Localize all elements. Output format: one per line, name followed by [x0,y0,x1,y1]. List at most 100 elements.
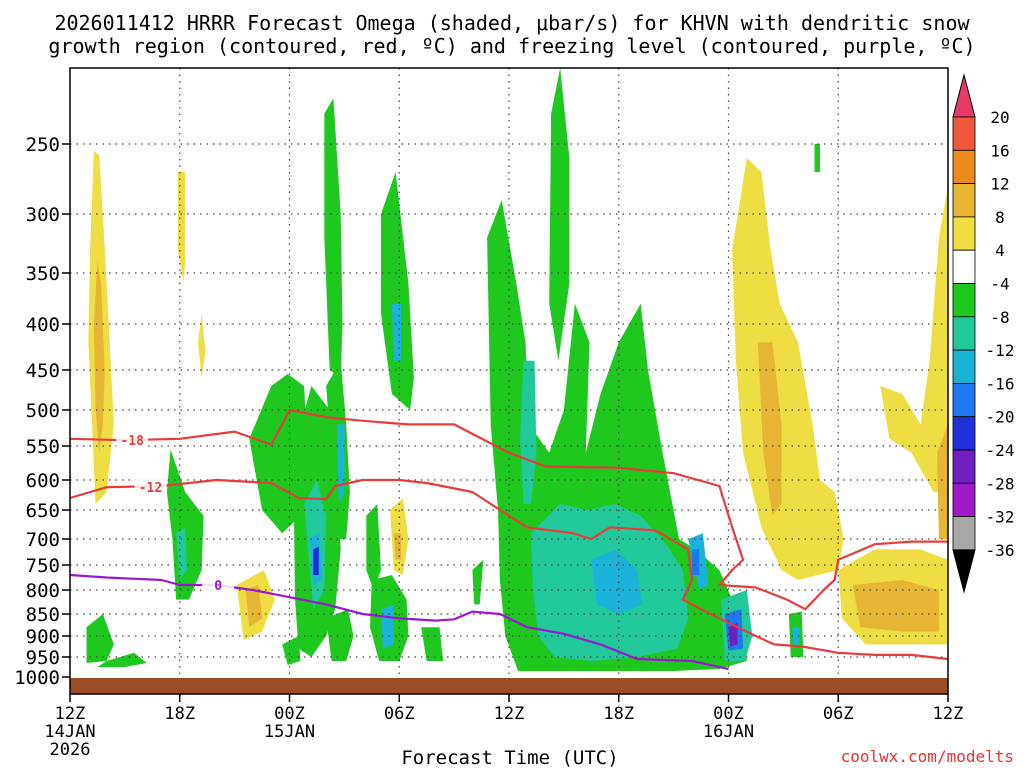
omega-region [176,527,188,580]
colorbar-bin [952,516,976,551]
dgz-minus12-label-bg [134,479,167,496]
omega-region [97,652,147,667]
y-tick-label: 350 [26,263,60,285]
omega-region [520,360,537,504]
x-tick-label: 00Z [274,704,305,724]
contour-lines: -18 -12 0 [69,408,949,671]
omega-region [393,533,402,560]
omega-region [757,342,782,516]
x-tick-label: 18Z [164,704,195,724]
omega-region [691,549,700,575]
omega-region [549,68,570,361]
omega-region [324,98,343,379]
x-tick-label: 06Z [823,704,854,724]
omega-region [472,559,484,605]
x-tick-label: 12Z [55,704,86,724]
colorbar-label: -4 [990,275,1009,294]
dgz-minus18-label: -18 [120,434,144,449]
y-axis: 2503003504004505005506006507007508008509… [14,134,70,689]
y-tick-label: 450 [26,360,60,382]
y-tick-label: 250 [26,134,60,156]
omega-region [245,585,263,628]
omega-region [93,261,105,453]
y-tick-label: 550 [26,436,60,458]
x-tick-year: 2026 [50,740,91,760]
colorbar-label: 16 [990,141,1009,160]
chart-title-line1: 2026011412 HRRR Forecast Omega (shaded, … [54,11,970,35]
colorbar-bin [952,216,976,251]
colorbar-label: -36 [986,541,1015,560]
y-tick-label: 850 [26,604,60,626]
y-tick-label: 600 [26,470,60,492]
colorbar-bin [952,382,976,418]
omega-region [880,186,948,492]
x-tick-label: 00Z [713,704,744,724]
colorbar-bin [952,482,976,517]
colorbar-label: -12 [986,341,1015,360]
colorbar-label: -28 [986,474,1015,493]
colorbar-label: -20 [986,408,1015,427]
colorbar-label: -32 [986,508,1015,527]
colorbar-label: -16 [986,374,1015,393]
colorbar-bin [952,249,976,284]
y-tick-label: 950 [26,647,60,669]
freezing-level-label-bg [202,577,235,593]
colorbar-bin [952,283,976,318]
x-tick-label: 18Z [603,704,634,724]
dgz-minus12-contour [69,478,949,661]
y-tick-label: 300 [26,204,60,226]
colorbar-label: 8 [995,208,1005,227]
colorbar-bottom-arrow [952,549,976,594]
y-tick-label: 650 [26,500,60,522]
omega-region [381,604,394,649]
colorbar-bin [952,449,976,484]
y-tick-label: 1000 [14,667,60,689]
omega-region [326,609,354,661]
omega-region [313,546,319,575]
x-tick-label: 12Z [494,704,525,724]
dgz-minus12-label: -12 [139,481,162,496]
x-axis-label: Forecast Time (UTC) [401,747,618,768]
x-tick-date: 14JAN [44,722,95,742]
y-tick-label: 750 [26,555,60,577]
colorbar-bin [952,416,976,451]
x-tick-date: 15JAN [264,722,315,742]
colorbar-bin [952,316,976,351]
dgz-minus18-label-bg [116,432,149,449]
omega-region [732,158,844,580]
y-tick-label: 900 [26,626,60,648]
colorbar-bin [952,116,976,151]
colorbar-top-arrow [952,73,976,118]
dgz-minus18-contour [69,408,948,611]
colorbar-label: 12 [990,175,1009,194]
terrain-ground [70,678,948,694]
x-tick-label: 12Z [933,704,964,724]
colorbar-label: -24 [986,441,1015,460]
chart-title-line2: growth region (contoured, red, ºC) and f… [48,34,975,58]
colorbar-label: 4 [995,241,1005,260]
y-tick-label: 800 [26,580,60,602]
omega-region [391,303,402,361]
y-tick-label: 400 [26,314,60,336]
freezing-level-label: 0 [214,579,222,594]
omega-region [282,636,301,665]
colorbar-bin [952,149,976,185]
omega-region [366,504,381,590]
credit-link[interactable]: coolwx.com/modelts [841,747,1014,766]
x-tick-label: 06Z [384,704,415,724]
colorbar-label: 20 [990,108,1009,127]
omega-region [937,424,948,539]
omega-region [381,172,414,410]
colorbar-bin [952,349,976,384]
x-tick-date: 16JAN [703,722,754,742]
colorbar-bin [952,183,976,218]
omega-region [814,144,820,172]
omega-region [86,614,114,663]
omega-region [166,449,204,600]
y-tick-label: 500 [26,400,60,422]
omega-region [198,313,206,378]
omega-region [421,627,444,661]
omega-region [852,580,939,632]
